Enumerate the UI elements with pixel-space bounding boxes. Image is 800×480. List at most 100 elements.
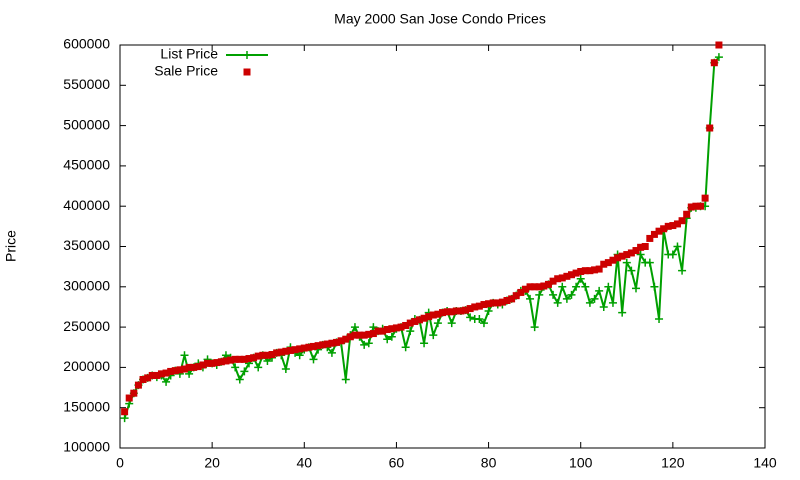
point (484, 306, 493, 315)
point (572, 269, 580, 277)
point (590, 294, 599, 303)
y-tick-label: 600000 (63, 36, 110, 52)
point (383, 335, 392, 344)
point (134, 381, 142, 389)
point (664, 222, 672, 230)
point (706, 124, 714, 132)
point (406, 327, 415, 336)
point (379, 327, 387, 335)
y-tick-label: 200000 (63, 358, 110, 374)
point (604, 282, 613, 291)
point (668, 250, 677, 259)
point (443, 308, 451, 316)
point (452, 307, 460, 315)
point (622, 258, 631, 267)
point (627, 266, 636, 275)
point (581, 282, 590, 291)
point (295, 351, 304, 360)
point (392, 324, 400, 332)
point (245, 355, 253, 363)
point (645, 258, 654, 267)
point (415, 316, 423, 324)
point (586, 267, 594, 275)
point (222, 357, 230, 365)
point (618, 252, 626, 260)
point (650, 282, 659, 291)
point (526, 294, 535, 303)
y-tick-label: 500000 (63, 116, 110, 132)
x-tick-label: 120 (661, 455, 685, 471)
point (364, 339, 373, 348)
point (171, 367, 179, 375)
point (637, 243, 645, 251)
point (148, 371, 156, 379)
point (604, 259, 612, 267)
point (190, 363, 198, 371)
y-tick-label: 250000 (63, 318, 110, 334)
point (277, 348, 285, 356)
point (268, 351, 276, 359)
point (121, 408, 129, 416)
point (655, 315, 664, 324)
point (144, 374, 152, 382)
point (475, 302, 483, 310)
point (236, 355, 244, 363)
point (553, 298, 562, 307)
point (655, 227, 663, 235)
point (697, 202, 704, 210)
point (231, 355, 239, 363)
point (323, 340, 331, 348)
point (305, 343, 313, 351)
y-tick-label: 550000 (63, 76, 110, 92)
point (401, 343, 410, 352)
x-tick-label: 0 (116, 455, 124, 471)
legend-label: List Price (160, 46, 218, 62)
point (420, 339, 429, 348)
point (485, 300, 493, 308)
point (333, 338, 341, 346)
point (153, 371, 161, 379)
point (608, 298, 617, 307)
point (429, 311, 437, 319)
point (714, 53, 723, 62)
point (120, 414, 129, 423)
point (512, 292, 520, 300)
point (623, 251, 631, 259)
point (577, 267, 585, 275)
point (521, 285, 529, 293)
point (457, 307, 465, 315)
point (291, 346, 299, 354)
point (346, 333, 354, 341)
point (341, 375, 350, 384)
point (609, 256, 617, 264)
point (273, 349, 281, 357)
point (337, 337, 345, 345)
point (254, 363, 263, 372)
point (678, 217, 686, 225)
point (314, 342, 322, 350)
point (595, 265, 603, 273)
point (701, 194, 709, 202)
point (235, 375, 244, 384)
x-tick-label: 100 (569, 455, 593, 471)
point (530, 323, 539, 332)
point (641, 243, 649, 250)
point (328, 339, 336, 347)
y-tick-label: 450000 (63, 157, 110, 173)
point (351, 331, 359, 339)
point (535, 283, 543, 291)
point (627, 249, 635, 257)
point (240, 367, 249, 376)
point (282, 347, 290, 355)
x-tick-label: 60 (389, 455, 405, 471)
point (526, 283, 534, 291)
point (157, 370, 165, 378)
y-tick-label: 150000 (63, 398, 110, 414)
point (259, 351, 267, 359)
point (350, 323, 359, 332)
point (411, 317, 419, 325)
point (240, 355, 248, 363)
chart-title: May 2000 San Jose Condo Prices (334, 11, 546, 27)
point (636, 250, 645, 259)
